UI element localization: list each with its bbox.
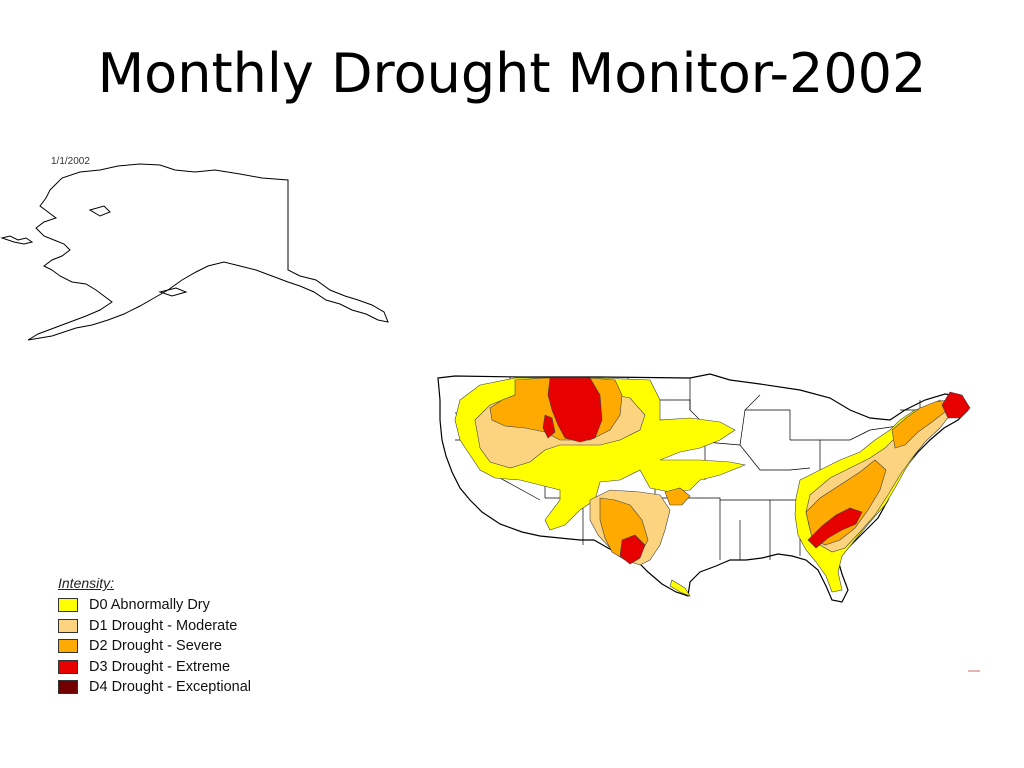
legend-label-d0: D0 Abnormally Dry bbox=[89, 597, 210, 614]
legend-item-d3: D3 Drought - Extreme bbox=[58, 657, 251, 678]
legend-item-d0: D0 Abnormally Dry bbox=[58, 595, 251, 616]
legend-label-d1: D1 Drought - Moderate bbox=[89, 617, 238, 634]
legend-label-d3: D3 Drought - Extreme bbox=[89, 658, 231, 675]
d3-region-montana-wyoming bbox=[547, 377, 603, 443]
legend-label-d2: D2 Drought - Severe bbox=[89, 638, 222, 655]
legend-label-d4: D4 Drought - Exceptional bbox=[89, 679, 251, 696]
map-date: 1/1/2002 bbox=[51, 156, 90, 167]
d3-region-southeast bbox=[807, 507, 863, 549]
slide-title: Monthly Drought Monitor-2002 bbox=[97, 42, 927, 105]
d3-region-maine bbox=[941, 391, 971, 419]
legend-item-d4: D4 Drought - Exceptional bbox=[58, 677, 251, 698]
legend-item-d2: D2 Drought - Severe bbox=[58, 636, 251, 657]
legend: Intensity: D0 Abnormally Dry D1 Drought … bbox=[58, 575, 251, 698]
d3-region-texas bbox=[619, 534, 646, 565]
legend-swatch-d2 bbox=[58, 639, 78, 654]
drought-areas bbox=[454, 377, 971, 597]
alaska-outline bbox=[0, 163, 389, 341]
d2-region-oklahoma bbox=[664, 487, 691, 506]
legend-items: D0 Abnormally Dry D1 Drought - Moderate … bbox=[58, 595, 251, 698]
legend-swatch-d1 bbox=[58, 618, 78, 633]
legend-title: Intensity: bbox=[58, 575, 115, 591]
d0-region-texas bbox=[669, 579, 691, 597]
legend-swatch-d4 bbox=[58, 680, 78, 695]
legend-item-d1: D1 Drought - Moderate bbox=[58, 616, 251, 637]
legend-swatch-d0 bbox=[58, 598, 78, 613]
d3-region-idaho bbox=[542, 414, 556, 439]
legend-swatch-d3 bbox=[58, 659, 78, 674]
